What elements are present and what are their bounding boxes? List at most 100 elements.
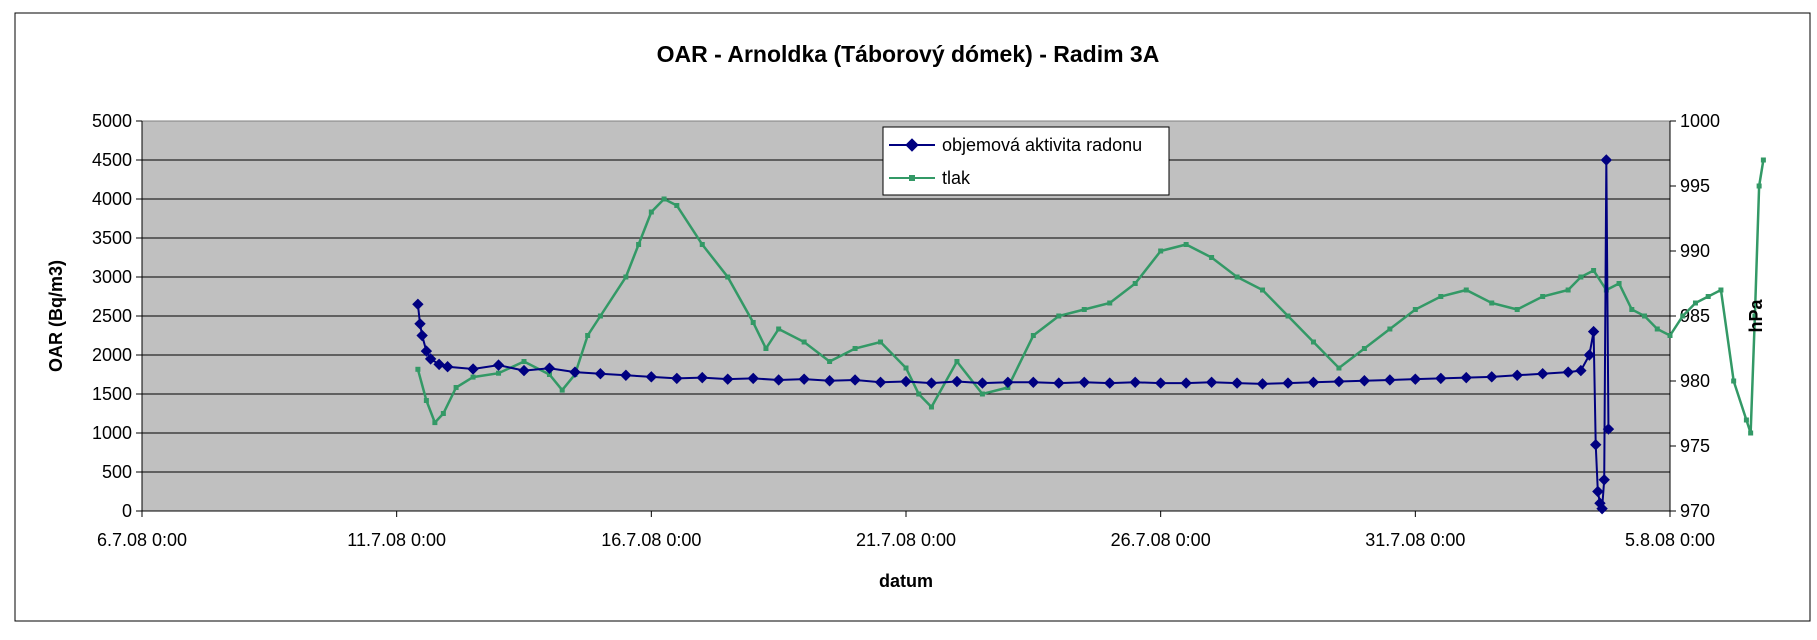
- x-tick-label: 31.7.08 0:00: [1365, 530, 1465, 550]
- point-radon: [416, 329, 428, 342]
- point-tlak: [878, 339, 884, 345]
- point-tlak: [1565, 287, 1571, 293]
- point-tlak: [453, 385, 459, 390]
- point-tlak: [423, 398, 429, 403]
- point-radon: [1256, 378, 1269, 390]
- point-tlak: [1760, 157, 1766, 163]
- point-tlak: [1209, 255, 1215, 260]
- series-layer: [412, 154, 1766, 515]
- y-tick-label: 500: [102, 462, 132, 482]
- point-tlak: [1158, 248, 1164, 254]
- point-radon: [1583, 349, 1596, 361]
- point-tlak: [1260, 287, 1266, 293]
- point-tlak: [597, 313, 603, 319]
- point-tlak: [1756, 183, 1762, 189]
- point-tlak: [432, 420, 438, 426]
- point-tlak: [521, 359, 527, 364]
- y-tick-label: 3000: [92, 267, 132, 287]
- point-tlak: [979, 391, 985, 397]
- point-radon: [1078, 376, 1090, 389]
- point-tlak: [1540, 294, 1546, 299]
- point-radon: [798, 373, 810, 385]
- axes: 0 500 1000 1500 2000 2500 3000 3500 4000 4500 5000…: [92, 111, 1720, 550]
- point-radon: [1002, 376, 1014, 389]
- point-tlak: [623, 274, 629, 280]
- point-tlak: [763, 346, 769, 351]
- point-tlak: [1081, 307, 1087, 312]
- y-axis-title: OAR (Bq/m3): [46, 260, 66, 372]
- point-radon: [1536, 368, 1549, 380]
- y-tick-label: 5000: [92, 111, 132, 131]
- point-tlak: [1489, 300, 1495, 306]
- point-tlak: [1743, 417, 1749, 423]
- legend-box: [882, 126, 1170, 196]
- point-radon: [543, 362, 556, 374]
- point-tlak: [852, 346, 858, 351]
- point-tlak: [1718, 287, 1724, 293]
- y-tick-label: 1500: [92, 384, 132, 404]
- point-radon: [433, 358, 445, 371]
- point-radon: [1587, 325, 1600, 338]
- point-tlak: [1336, 365, 1342, 371]
- legend-marker-tlak: [909, 175, 915, 181]
- point-tlak: [1629, 307, 1635, 312]
- point-tlak: [1692, 300, 1698, 306]
- point-radon: [620, 369, 632, 381]
- point-tlak: [636, 242, 642, 247]
- point-tlak: [1361, 346, 1367, 351]
- point-radon: [874, 376, 887, 389]
- x-tick-label: 26.7.08 0:00: [1111, 530, 1211, 550]
- point-radon: [1460, 371, 1472, 384]
- point-radon: [1180, 377, 1192, 389]
- y2-axis-title: hPa: [1746, 299, 1766, 333]
- point-radon: [671, 372, 683, 385]
- x-tick-label: 21.7.08 0:00: [856, 530, 956, 550]
- point-tlak: [903, 365, 909, 371]
- point-radon: [1592, 485, 1604, 498]
- point-radon: [1129, 376, 1141, 389]
- point-tlak: [1642, 313, 1648, 319]
- y-tick-label: 2500: [92, 306, 132, 326]
- point-tlak: [440, 411, 446, 416]
- point-radon: [424, 353, 437, 365]
- point-radon: [1590, 438, 1602, 451]
- point-tlak: [1438, 294, 1444, 299]
- y2-tick-label: 975: [1680, 436, 1710, 456]
- point-radon: [1511, 369, 1523, 381]
- point-tlak: [1056, 313, 1062, 319]
- point-tlak: [1705, 294, 1711, 299]
- point-tlak: [1463, 287, 1469, 293]
- point-tlak: [661, 196, 667, 202]
- point-radon: [951, 375, 963, 388]
- point-tlak: [1107, 300, 1113, 306]
- point-tlak: [801, 339, 807, 345]
- legend: objemová aktivita radonu tlak: [882, 126, 1170, 196]
- point-tlak: [1654, 326, 1660, 332]
- point-tlak: [1387, 326, 1393, 332]
- point-radon: [412, 298, 424, 311]
- point-radon: [1358, 375, 1371, 387]
- point-tlak: [1591, 268, 1597, 273]
- point-radon: [722, 373, 734, 385]
- chart-title: OAR - Arnoldka (Táborový dómek) - Radim …: [657, 41, 1160, 67]
- gridlines: [142, 159, 1670, 473]
- point-radon: [1600, 154, 1613, 166]
- point-radon: [696, 371, 708, 384]
- point-radon: [772, 374, 785, 386]
- point-tlak: [699, 242, 705, 247]
- point-radon: [1307, 376, 1320, 389]
- point-radon: [1053, 377, 1065, 389]
- point-radon: [1409, 373, 1422, 385]
- y-tick-label: 2000: [92, 345, 132, 365]
- point-radon: [1575, 364, 1587, 377]
- point-radon: [414, 318, 426, 330]
- point-radon: [900, 375, 912, 388]
- point-radon: [1027, 376, 1040, 389]
- point-tlak: [928, 404, 934, 410]
- point-tlak: [559, 387, 565, 393]
- x-tick-label: 5.8.08 0:00: [1625, 530, 1715, 550]
- point-radon: [1596, 502, 1608, 515]
- point-tlak: [1680, 313, 1686, 319]
- point-radon: [1602, 423, 1615, 435]
